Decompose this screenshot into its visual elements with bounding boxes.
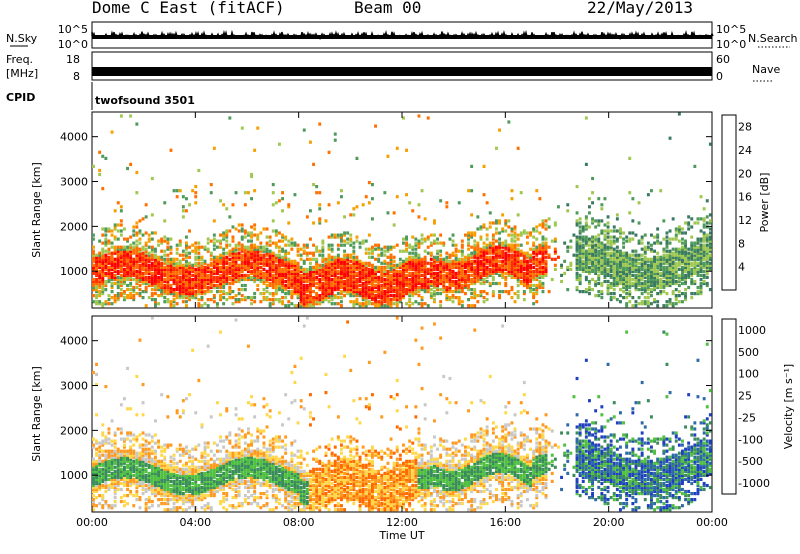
velocity-xlabel: Time UT: [378, 529, 424, 542]
freq-panel-frame: [91, 51, 713, 81]
velocity-ytick-label: 1000: [60, 469, 88, 482]
freq-tick-top: 18: [66, 53, 80, 66]
velocity-colorbar-tick: 1000: [738, 324, 766, 337]
velocity-xtick-label: 20:00: [593, 516, 625, 529]
power-colorbar-tick: 12: [738, 214, 752, 227]
power-ytick-label: 2000: [60, 220, 88, 233]
power-colorbar-tick: 28: [738, 121, 752, 134]
velocity-colorbar-frame: [721, 318, 737, 495]
velocity-xtick-label: 12:00: [386, 516, 418, 529]
date-title: 22/May/2013: [587, 0, 693, 17]
velocity-xtick-label: 16:00: [489, 516, 521, 529]
power-ylabel: Slant Range [km]: [30, 162, 43, 258]
velocity-colorbar-tick: -100: [738, 433, 763, 446]
nsky-trace-band: [92, 35, 712, 39]
velocity-colorbar-tick: 100: [738, 368, 759, 381]
nsearch-label: N.Search: [748, 32, 798, 45]
velocity-colorbar-tick: -25: [738, 411, 756, 424]
power-data-cells: [92, 112, 712, 308]
power-colorbar-label: Power [dB]: [758, 173, 771, 233]
velocity-xtick-label: 00:00: [76, 516, 108, 529]
power-ytick-label: 4000: [60, 131, 88, 144]
cpid-value: twofsound 3501: [95, 94, 195, 107]
velocity-xtick-label: 08:00: [283, 516, 315, 529]
velocity-xtick-label: 04:00: [179, 516, 211, 529]
power-ytick-label: 1000: [60, 265, 88, 278]
freq-trace-band: [92, 67, 712, 76]
nave-label: Nave: [752, 63, 780, 76]
velocity-ylabel: Slant Range [km]: [30, 366, 43, 462]
velocity-data-cells: [92, 316, 712, 512]
nsky-tick-bottom: 10^0: [58, 38, 88, 51]
freq-label: Freq.: [6, 53, 33, 66]
nsearch-tick-bottom: 10^0: [716, 38, 746, 51]
velocity-colorbar-tick: 500: [738, 346, 759, 359]
nsearch-tick-top: 10^5: [716, 23, 746, 36]
power-colorbar-tick: 24: [738, 144, 752, 157]
power-colorbar-tick: 8: [738, 237, 745, 250]
nave-tick-bottom: 0: [716, 70, 723, 83]
beam-title: Beam 00: [354, 0, 422, 17]
power-colorbar-frame: [721, 114, 737, 291]
nsky-label: N.Sky: [6, 32, 38, 45]
velocity-colorbar-label: Velocity [m s⁻¹]: [782, 364, 795, 449]
velocity-colorbar-tick: -1000: [738, 477, 770, 490]
power-colorbar-tick: 4: [738, 261, 745, 274]
nsky-tick-top: 10^5: [58, 23, 88, 36]
freq-tick-bottom: 8: [73, 70, 80, 83]
velocity-colorbar-tick: -500: [738, 455, 763, 468]
velocity-ytick-label: 2000: [60, 424, 88, 437]
nave-tick-top: 60: [716, 53, 730, 66]
power-colorbar-tick: 16: [738, 191, 752, 204]
velocity-colorbar-tick: 25: [738, 390, 752, 403]
station-title: Dome C East (fitACF): [92, 0, 285, 17]
velocity-ytick-label: 4000: [60, 335, 88, 348]
velocity-ytick-label: 3000: [60, 380, 88, 393]
cpid-label: CPID: [6, 91, 35, 104]
power-ytick-label: 3000: [60, 176, 88, 189]
freq-unit-label: [MHz]: [6, 67, 38, 80]
velocity-xtick-label: 00:00: [696, 516, 728, 529]
power-colorbar-tick: 20: [738, 167, 752, 180]
